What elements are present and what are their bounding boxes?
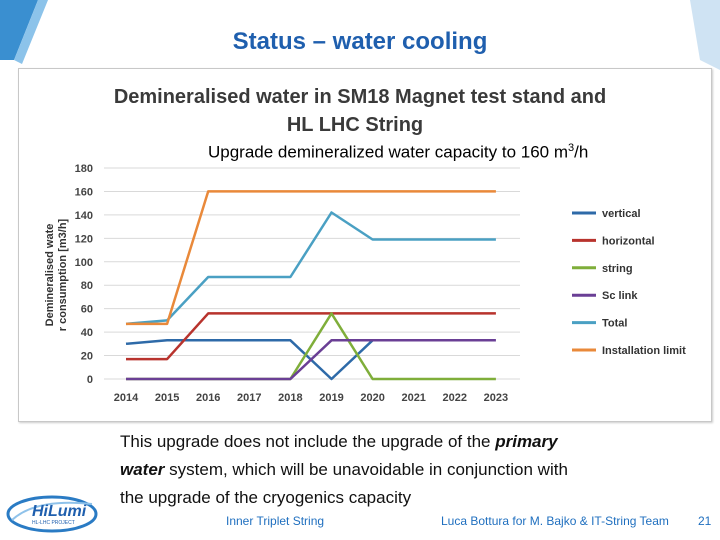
logo-wordmark: HiLumi [32, 503, 87, 520]
x-tick-label: 2020 [360, 392, 384, 404]
chart-panel [18, 68, 712, 422]
right-corner-stripe [690, 0, 720, 70]
x-tick-label: 2021 [401, 392, 425, 404]
y-tick-label: 180 [75, 163, 93, 175]
legend-label: Installation limit [602, 345, 686, 357]
left-corner-stripe-light [14, 0, 48, 64]
body-line-2: water system, which will be unavoidable … [120, 456, 680, 484]
legend-label: vertical [602, 208, 641, 220]
chart-title-line2: HL LHC String [286, 114, 424, 136]
x-tick-label: 2016 [196, 392, 220, 404]
y-tick-label: 80 [81, 280, 93, 292]
x-tick-label: 2019 [319, 392, 343, 404]
series-line-string [126, 312, 496, 381]
body-paragraph: This upgrade does not include the upgrad… [120, 428, 680, 512]
footer-center: Luca Bottura for M. Bajko & IT-String Te… [441, 514, 669, 528]
y-tick-labels: 0 20 40 60 80 100 120 140 160 180 [75, 163, 93, 386]
x-tick-label: 2022 [443, 392, 467, 404]
series-lines [125, 190, 496, 381]
y-tick-label: 0 [87, 374, 93, 386]
body-emphasis-primary: primary [495, 432, 558, 451]
y-tick-label: 100 [75, 257, 93, 269]
series-line-installation-limit [126, 190, 496, 326]
upgrade-callout-text: Upgrade demineralized water capacity to … [208, 142, 569, 162]
upgrade-callout-superscript: 3 [568, 142, 575, 154]
legend-label: Total [602, 318, 627, 330]
x-tick-labels: 2014 2015 2016 2017 2018 2019 2020 2021 2022 2023 [114, 392, 508, 404]
grid-lines [104, 167, 520, 380]
page-number: 21 [698, 514, 712, 528]
body-line-2-text: system, which will be unavoidable in con… [164, 460, 568, 479]
footer-left: Inner Triplet String [226, 514, 325, 528]
body-line-1: This upgrade does not include the upgrad… [120, 428, 680, 456]
y-tick-label: 120 [75, 233, 93, 245]
legend-label: string [602, 263, 633, 275]
x-tick-label: 2018 [278, 392, 302, 404]
series-line-sc-link [126, 339, 496, 381]
y-tick-label: 60 [81, 304, 93, 316]
x-tick-label: 2023 [484, 392, 508, 404]
body-emphasis-water: water [120, 460, 165, 479]
x-tick-label: 2014 [114, 392, 139, 404]
body-line-3: the upgrade of the cryogenics capacity [120, 488, 412, 507]
hilumi-logo: HiLumi HL-LHC PROJECT [6, 495, 98, 533]
left-corner-stripe [0, 0, 38, 60]
logo-subtext: HL-LHC PROJECT [32, 520, 75, 526]
upgrade-callout-unit: /h [574, 142, 589, 162]
upgrade-callout: Upgrade demineralized water capacity to … [208, 142, 588, 163]
legend: vertical horizontal string Sc link Total Inst… [572, 208, 686, 357]
y-tick-label: 140 [75, 210, 93, 222]
slide-title: Status – water cooling [232, 28, 488, 55]
legend-label: horizontal [602, 235, 655, 247]
legend-label: Sc link [602, 290, 638, 302]
series-line-total [125, 211, 496, 326]
x-tick-label: 2015 [155, 392, 179, 404]
y-tick-label: 160 [75, 186, 93, 198]
series-line-vertical [125, 339, 374, 381]
y-tick-label: 40 [81, 327, 93, 339]
y-tick-label: 20 [81, 351, 93, 363]
body-line-1-text: This upgrade does not include the upgrad… [120, 432, 496, 451]
series-line-horizontal [126, 312, 496, 361]
chart-title-line1: Demineralised water in SM18 Magnet test … [113, 86, 607, 108]
x-tick-label: 2017 [237, 392, 261, 404]
